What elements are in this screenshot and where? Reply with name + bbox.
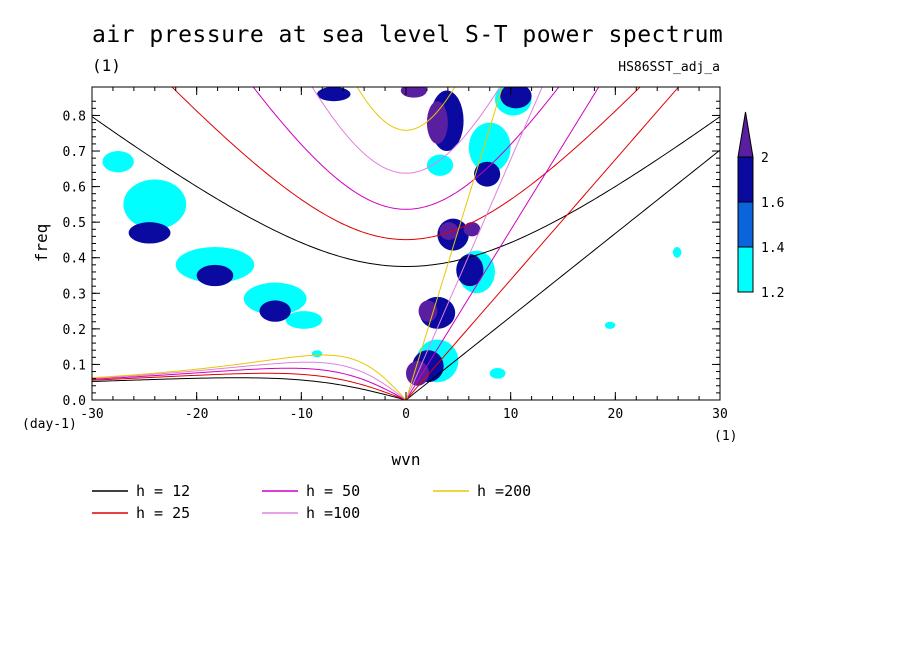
y-tick-label: 0.1	[63, 358, 86, 373]
inertia-gravity-curve	[311, 87, 501, 174]
shaded-region	[123, 179, 187, 230]
shaded-regions	[102, 87, 682, 386]
shaded-region	[426, 154, 454, 176]
shaded-region	[439, 222, 459, 240]
rossby-curve	[92, 372, 407, 400]
kelvin-curve	[405, 87, 600, 400]
colorbar-box	[737, 156, 754, 203]
shaded-region	[102, 151, 134, 173]
shaded-region	[604, 321, 616, 329]
colorbar-label: 1.2	[761, 286, 784, 301]
shaded-region	[317, 87, 351, 102]
kelvin-curve	[405, 87, 680, 400]
x-tick-label: 20	[608, 407, 624, 422]
colorbar: 1.2 1.4 1.6 2	[737, 111, 785, 301]
x-tick-label: 0	[402, 407, 410, 422]
inertia-gravity-curve	[171, 87, 641, 241]
y-tick-label: 0.8	[63, 109, 86, 124]
rossby-curve	[92, 361, 407, 400]
chart-title: air pressure at sea level S-T power spec…	[92, 22, 724, 48]
legend-label: h =200	[477, 482, 531, 500]
x-tick-label: -20	[185, 407, 208, 422]
legend-label: h = 50	[306, 482, 360, 500]
y-tick-label: 0.0	[63, 394, 86, 409]
rossby-curve	[92, 377, 407, 400]
chart-subtitle: (1)	[92, 56, 121, 75]
shaded-region	[426, 101, 448, 144]
shaded-region	[196, 264, 234, 287]
y-tick-label: 0.7	[63, 145, 86, 160]
legend: h = 12 h = 25 h = 50 h =100 h =200	[92, 482, 531, 522]
x-tick-label: -10	[290, 407, 313, 422]
rossby-curve	[92, 354, 407, 400]
shaded-region	[243, 282, 307, 315]
x-tick-label: 30	[712, 407, 728, 422]
shaded-region	[474, 161, 501, 187]
y-tick-label: 0.6	[63, 181, 86, 196]
shaded-region	[418, 300, 438, 322]
run-label: HS86SST_adj_a	[618, 60, 720, 75]
plot-frame	[91, 86, 721, 401]
legend-label: h = 25	[136, 504, 190, 522]
kelvin-curve	[405, 87, 503, 400]
shaded-region	[672, 247, 682, 258]
y-tick-label: 0.3	[63, 287, 86, 302]
colorbar-arrow	[737, 111, 754, 158]
y-tick-label: 0.2	[63, 323, 86, 338]
x-axis-title: wvn	[392, 450, 421, 469]
kelvin-curve	[405, 149, 720, 400]
shaded-region	[311, 350, 323, 358]
colorbar-label: 2	[761, 151, 769, 166]
y-tick-label: 0.5	[63, 216, 86, 231]
colorbar-box	[737, 246, 754, 293]
legend-label: h = 12	[136, 482, 190, 500]
shaded-region	[456, 254, 484, 287]
y-axis-title: freq	[32, 224, 51, 263]
axes: -30 -20 -10 0 10 20 30 0.0 0.1 0.2 0.3 0.4 0.5 0.6 0.7…	[63, 87, 728, 422]
shaded-region	[489, 367, 506, 379]
shaded-region	[128, 222, 171, 244]
colorbar-label: 1.6	[761, 196, 784, 211]
y-tick-label: 0.4	[63, 252, 87, 267]
x-tick-label: -30	[80, 407, 103, 422]
x-tick-label: 10	[503, 407, 519, 422]
colorbar-label: 1.4	[761, 241, 785, 256]
kelvin-curve	[405, 87, 543, 400]
shaded-region	[259, 300, 291, 322]
y-unit-label: (day-1)	[22, 417, 77, 432]
legend-label: h =100	[306, 504, 360, 522]
rossby-curve	[92, 367, 407, 400]
dispersion-curves	[92, 87, 720, 400]
inertia-gravity-curve	[356, 87, 456, 131]
colorbar-box	[737, 201, 754, 248]
shaded-region	[463, 222, 481, 237]
shaded-region	[400, 87, 427, 98]
inertia-gravity-curve	[92, 116, 720, 267]
shaded-region	[500, 87, 532, 109]
shaded-region	[468, 122, 511, 173]
inertia-gravity-curve	[252, 87, 560, 210]
shaded-region	[285, 311, 323, 329]
x-unit-label: (1)	[714, 429, 737, 444]
